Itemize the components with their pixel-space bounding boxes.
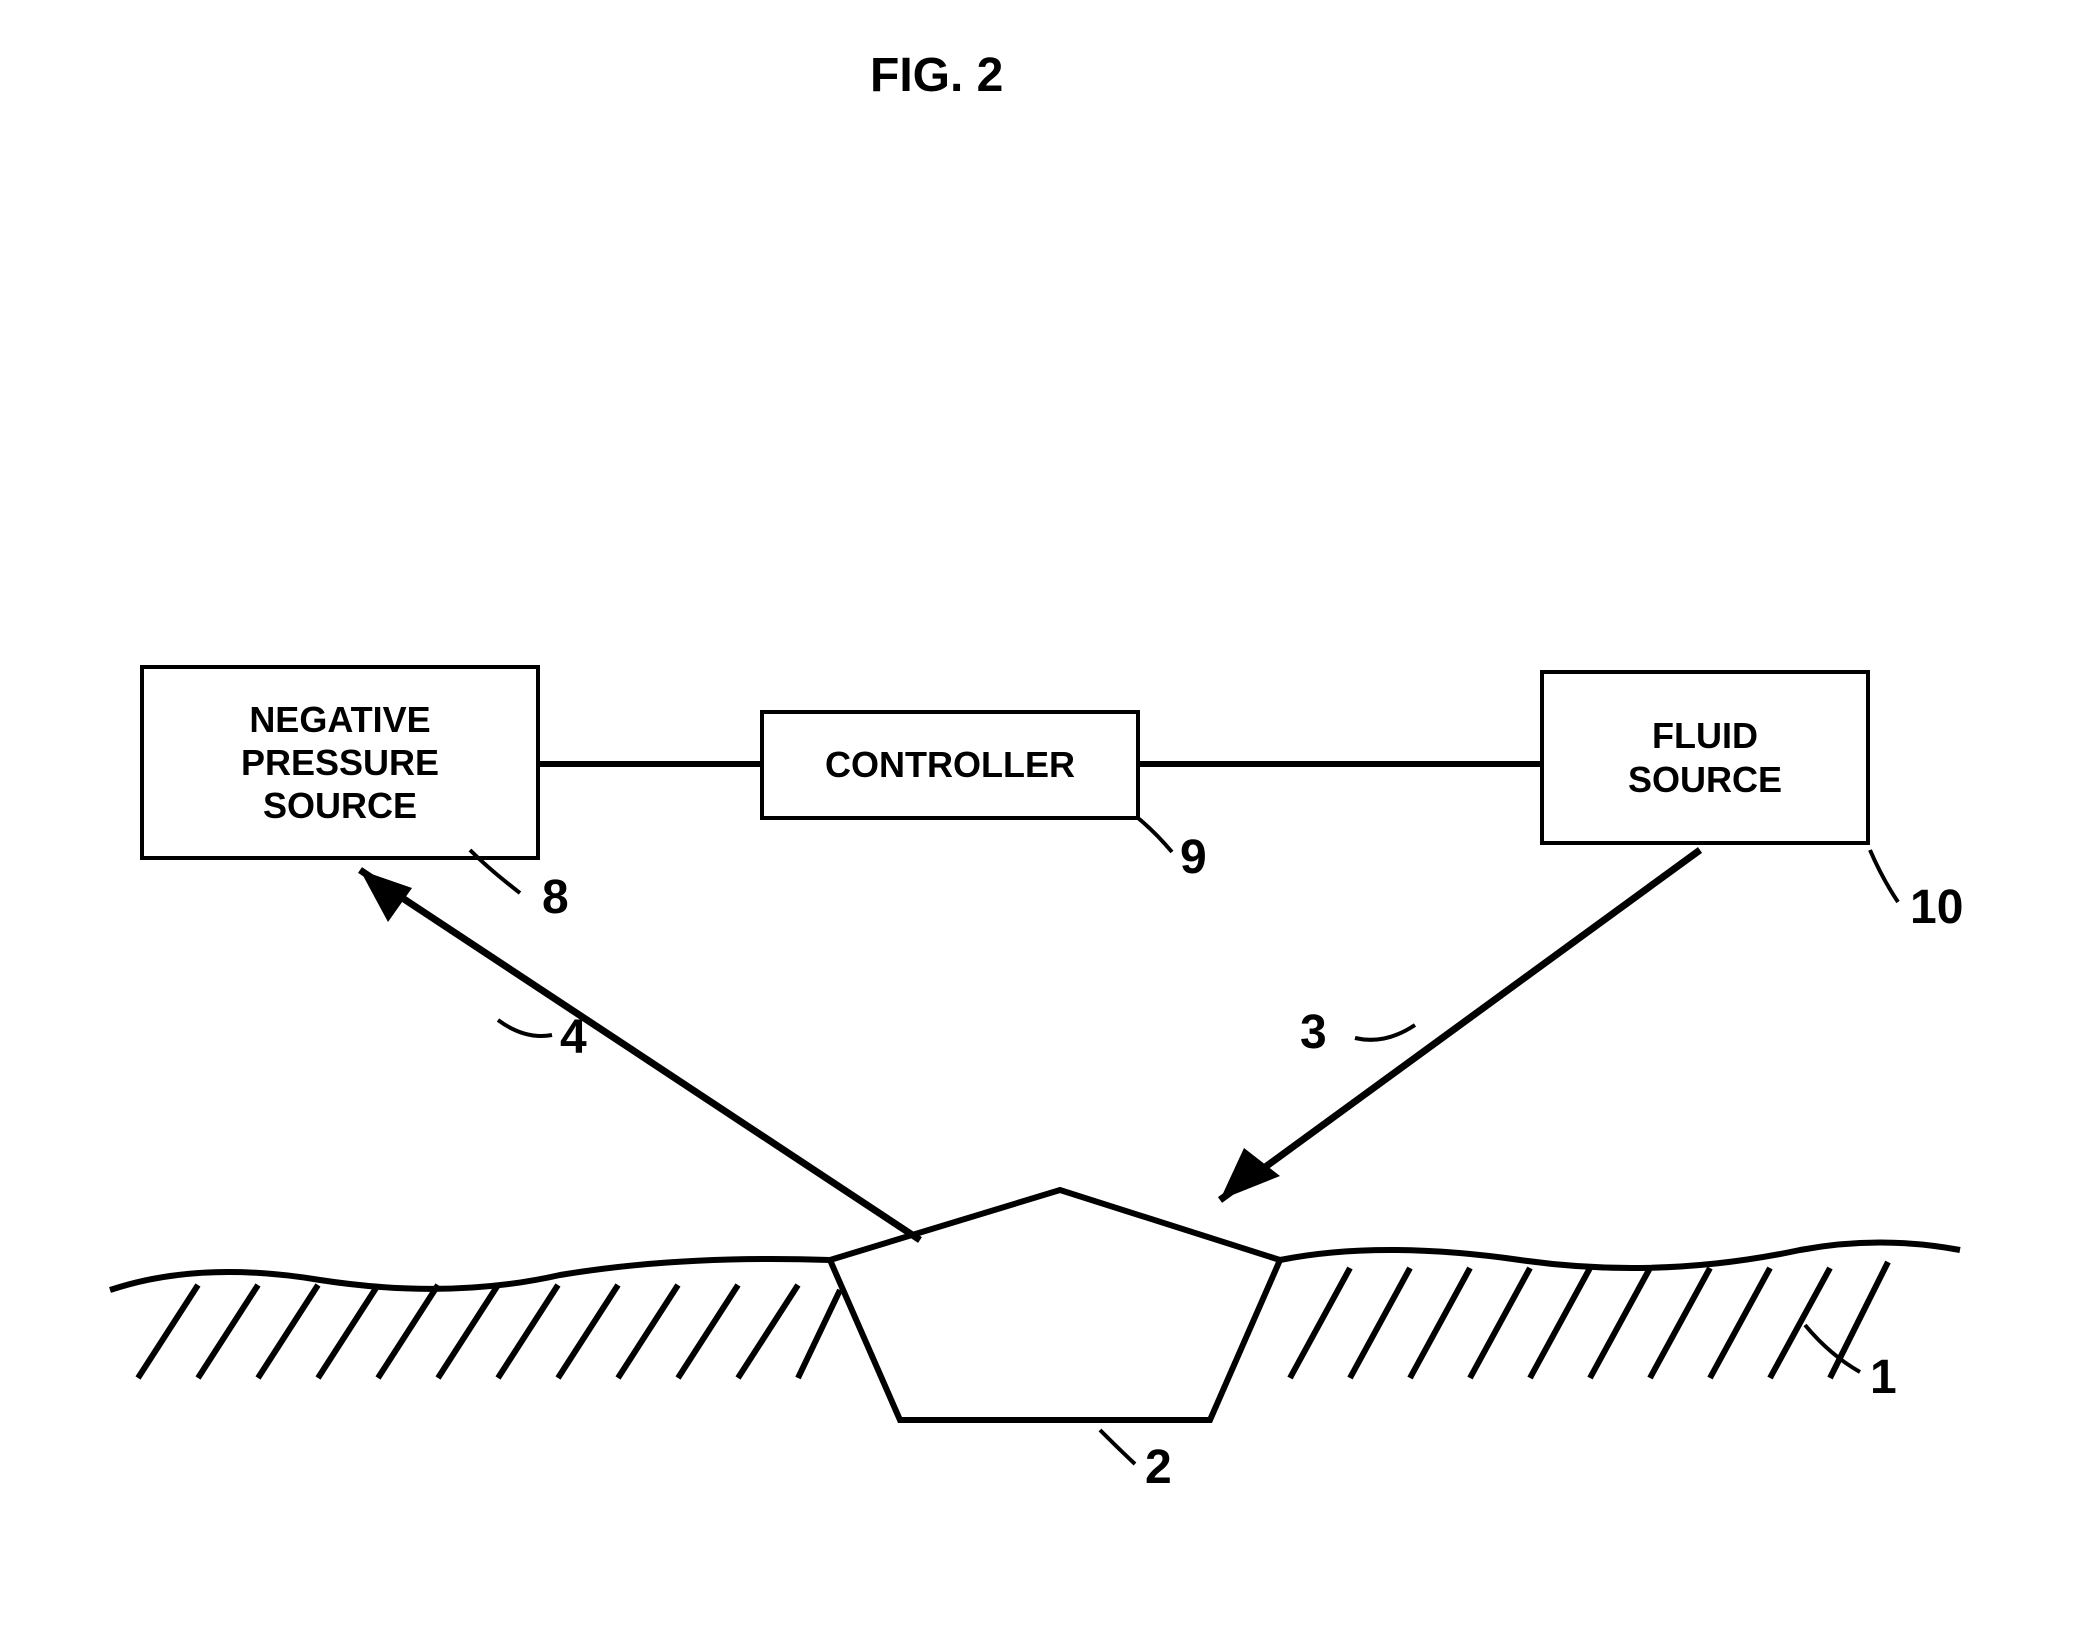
fluid-source-label: FLUID SOURCE: [1628, 714, 1782, 800]
leader-10: [1870, 850, 1898, 902]
ref-3: 3: [1300, 1005, 1327, 1060]
controller-box: CONTROLLER: [760, 710, 1140, 820]
ref-10: 10: [1910, 880, 1963, 935]
leader-2: [1100, 1430, 1135, 1464]
leader-9: [1138, 818, 1172, 852]
fluid-source-box: FLUID SOURCE: [1540, 670, 1870, 845]
wound-label: WOUND: [965, 1307, 1105, 1349]
arrow-3-line: [1220, 850, 1700, 1200]
arrow-4-head: [360, 870, 412, 922]
ref-4: 4: [560, 1010, 587, 1065]
skin-wave-left: [110, 1259, 830, 1290]
leader-3: [1355, 1025, 1415, 1040]
wound-shape: [830, 1190, 1280, 1420]
ref-2: 2: [1145, 1440, 1172, 1495]
arrow-4-line: [360, 870, 920, 1240]
negative-pressure-source-box: NEGATIVE PRESSURE SOURCE: [140, 665, 540, 860]
ref-9: 9: [1180, 830, 1207, 885]
ref-8: 8: [542, 870, 569, 925]
leader-1: [1805, 1325, 1860, 1372]
negative-pressure-source-label: NEGATIVE PRESSURE SOURCE: [241, 698, 439, 828]
leader-4: [498, 1020, 552, 1036]
ref-1: 1: [1870, 1350, 1897, 1405]
controller-label: CONTROLLER: [825, 743, 1075, 786]
arrow-3-head: [1220, 1148, 1280, 1200]
skin-wave-right: [1280, 1243, 1960, 1269]
figure-title: FIG. 2: [870, 48, 1003, 103]
